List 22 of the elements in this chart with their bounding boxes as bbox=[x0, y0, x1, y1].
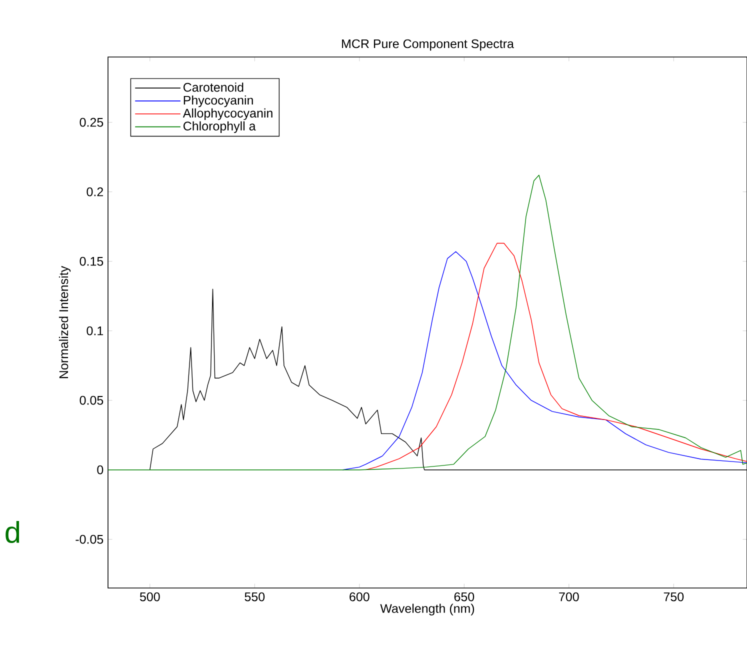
y-tick-label: 0.15 bbox=[80, 256, 104, 266]
legend-label: Chlorophyll a bbox=[184, 121, 256, 133]
y-tick-label: 0.25 bbox=[80, 118, 104, 127]
legend-label: Phycocyanin bbox=[184, 95, 253, 108]
y-tick-label: 0 bbox=[97, 465, 104, 474]
x-tick-label: 600 bbox=[350, 592, 370, 602]
y-tick-label: 0.2 bbox=[86, 187, 104, 196]
chart-title: MCR Pure Component Spectra bbox=[342, 39, 514, 51]
x-axis-title: Wavelength (nm) bbox=[380, 604, 474, 616]
x-tick-label: 500 bbox=[140, 592, 160, 602]
y-axis-title: Normalized Intensity bbox=[58, 266, 71, 378]
legend-label: Allophycocyanin bbox=[182, 108, 272, 120]
y-tick-label: -0.05 bbox=[76, 534, 104, 544]
x-tick-label: 650 bbox=[454, 592, 474, 602]
legend-label: Carotenoid bbox=[184, 82, 244, 92]
x-tick-label: 700 bbox=[559, 592, 579, 602]
x-tick-label: 550 bbox=[244, 592, 265, 602]
y-tick-label: 0.1 bbox=[86, 326, 104, 336]
line-series bbox=[108, 174, 747, 470]
text: d bbox=[6, 520, 20, 544]
x-tick-label: 750 bbox=[664, 592, 684, 602]
y-tick-label: 0.05 bbox=[80, 396, 104, 405]
